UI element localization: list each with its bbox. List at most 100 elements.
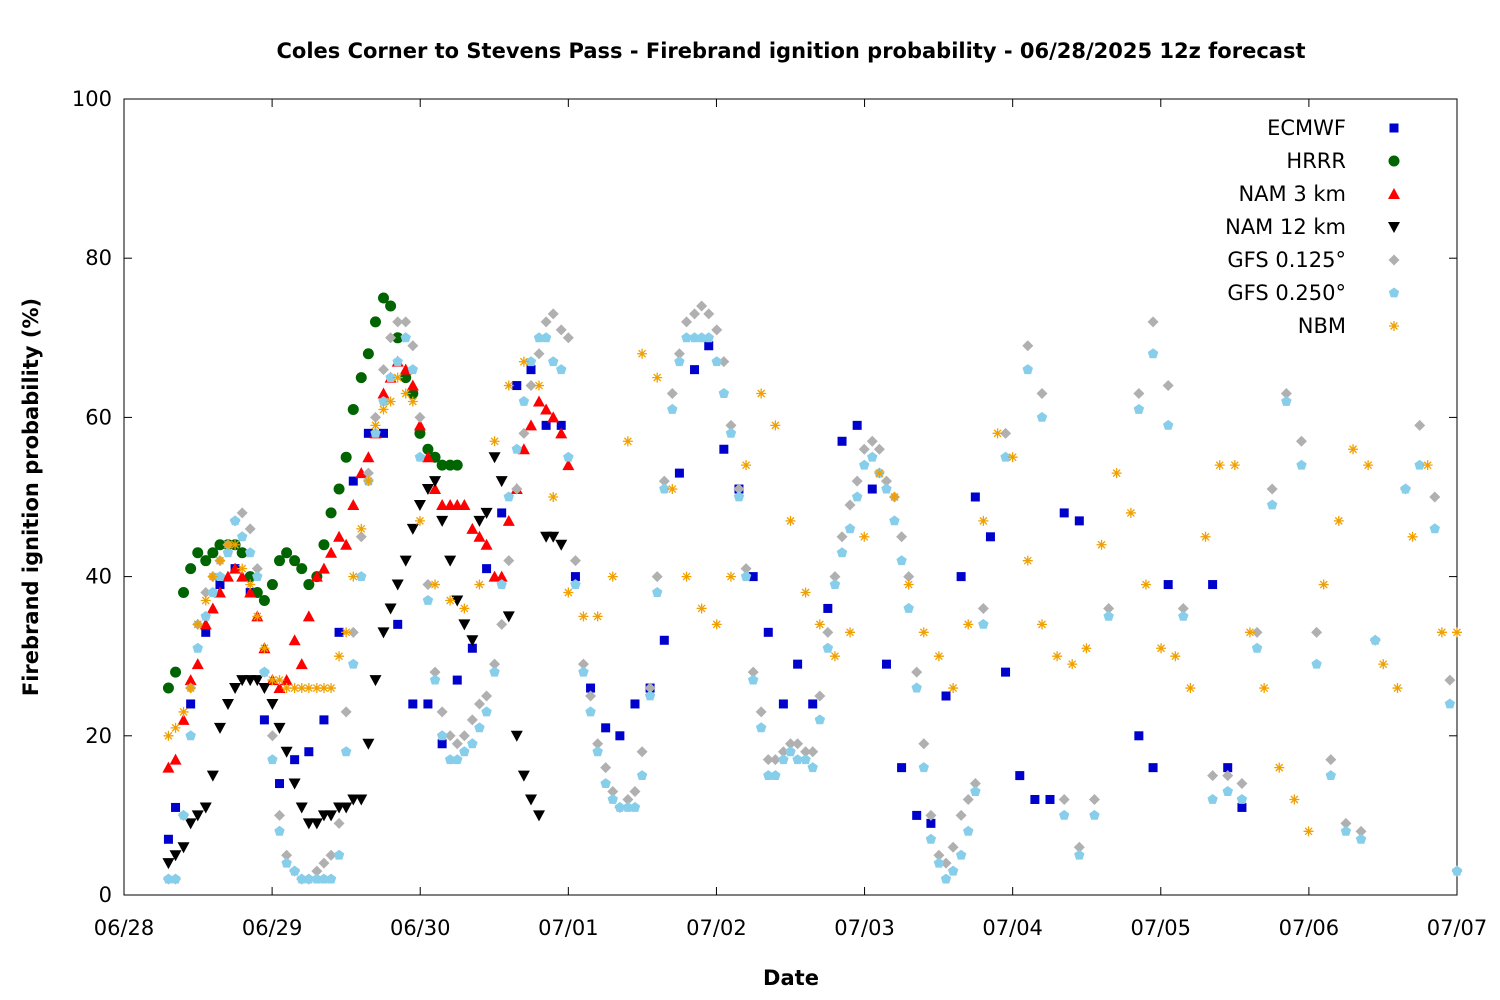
data-point	[1429, 523, 1440, 534]
data-point	[266, 698, 279, 710]
data-point	[436, 706, 448, 718]
data-point	[311, 683, 322, 694]
data-point	[348, 571, 359, 582]
data-point	[652, 587, 663, 597]
x-tick-label: 07/03	[834, 916, 895, 940]
data-point	[503, 555, 515, 567]
data-point	[258, 683, 271, 695]
data-point	[451, 738, 463, 750]
data-point	[970, 786, 981, 796]
data-point	[200, 595, 211, 606]
data-point	[369, 411, 381, 423]
data-point	[534, 380, 545, 391]
data-point	[711, 619, 722, 630]
data-point	[489, 658, 501, 670]
data-point	[473, 698, 485, 710]
data-point	[912, 810, 922, 820]
data-point	[290, 755, 300, 765]
data-point	[755, 706, 767, 718]
data-point	[607, 571, 618, 582]
data-point	[185, 730, 196, 741]
data-point	[586, 683, 596, 693]
data-point	[347, 498, 360, 510]
data-point	[858, 443, 870, 455]
data-point	[629, 801, 641, 812]
series-hrrr	[162, 292, 463, 694]
data-point	[1200, 531, 1211, 542]
data-point	[1222, 786, 1233, 796]
data-point	[881, 483, 892, 494]
data-point	[1444, 698, 1456, 709]
data-point	[458, 498, 471, 510]
data-point	[867, 451, 878, 462]
data-point	[511, 443, 522, 454]
data-point	[563, 451, 574, 462]
data-point	[170, 666, 182, 678]
data-point	[184, 818, 197, 830]
data-point	[496, 579, 507, 589]
data-point	[525, 419, 538, 431]
data-point	[1303, 826, 1314, 837]
data-point	[1378, 659, 1389, 670]
y-tick-label: 80	[85, 246, 112, 270]
legend-marker	[1388, 287, 1400, 298]
series-nbm	[163, 348, 1462, 837]
data-point	[903, 571, 915, 583]
data-point	[421, 484, 434, 496]
data-point	[585, 706, 596, 717]
data-point	[304, 747, 314, 757]
data-point	[392, 372, 403, 383]
data-point	[547, 531, 560, 543]
data-point	[1222, 770, 1234, 782]
data-point	[362, 348, 374, 360]
data-point	[347, 794, 360, 806]
x-tick-label: 06/28	[94, 916, 155, 940]
data-point	[637, 348, 648, 359]
y-axis: 0 20 40 60 80 100	[72, 87, 1457, 907]
data-point	[467, 643, 477, 653]
data-point	[733, 491, 745, 502]
data-point	[733, 483, 745, 495]
data-point	[725, 571, 736, 582]
data-point	[489, 436, 500, 447]
data-point	[334, 651, 345, 662]
data-point	[236, 675, 249, 687]
data-point	[444, 555, 457, 567]
data-point	[452, 754, 463, 765]
data-point	[636, 770, 648, 780]
data-point	[651, 571, 663, 583]
data-point	[1363, 460, 1374, 471]
data-point	[400, 332, 411, 343]
data-point	[422, 595, 434, 605]
data-point	[436, 515, 449, 527]
data-point	[289, 683, 300, 694]
data-point	[1208, 580, 1218, 590]
data-point	[844, 499, 856, 511]
data-point	[1178, 610, 1189, 621]
data-point	[502, 514, 515, 526]
data-point	[636, 746, 648, 758]
data-point	[191, 810, 204, 822]
data-point	[977, 602, 989, 614]
data-point	[696, 603, 707, 614]
data-point	[1140, 579, 1151, 590]
data-point	[963, 825, 974, 836]
data-point	[407, 388, 419, 400]
data-point	[1274, 762, 1285, 773]
data-point	[348, 476, 358, 486]
data-point	[592, 746, 603, 757]
data-point	[274, 809, 286, 821]
data-point	[948, 683, 959, 694]
data-point	[807, 762, 818, 773]
data-point	[711, 324, 723, 336]
data-point	[458, 730, 470, 742]
legend-marker	[1389, 321, 1399, 331]
data-point	[800, 754, 811, 765]
data-point	[192, 547, 204, 559]
data-point	[488, 452, 501, 464]
data-point	[962, 793, 974, 805]
data-point	[1030, 794, 1040, 804]
plot-frame	[123, 98, 1458, 896]
data-point	[244, 586, 257, 598]
data-point	[302, 818, 315, 830]
